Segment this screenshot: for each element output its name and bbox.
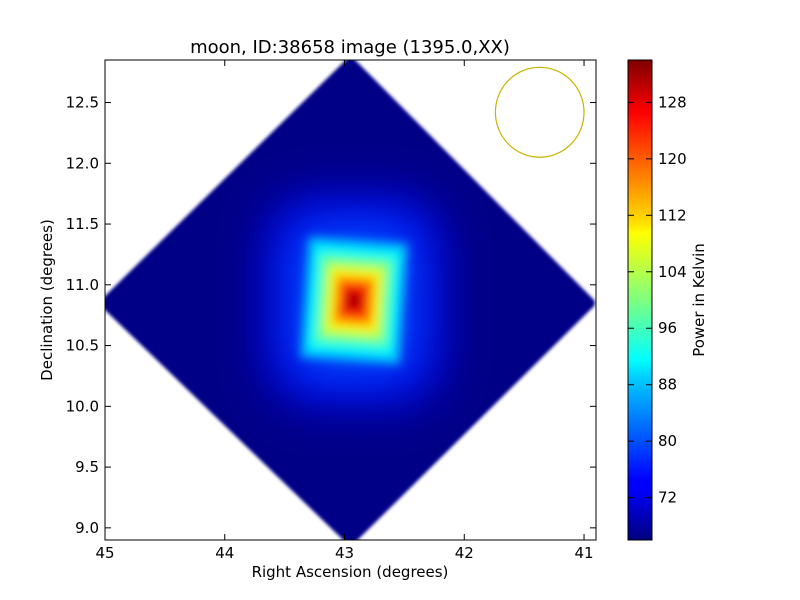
- x-tick-label: 42: [455, 544, 474, 562]
- x-tick-label: 45: [95, 544, 114, 562]
- plot-area: [105, 60, 596, 540]
- colorbar-label: Power in Kelvin: [690, 243, 708, 357]
- colorbar-tick-label: 72: [658, 489, 677, 507]
- y-tick-label: 9.5: [75, 458, 99, 476]
- y-tick-label: 10.0: [66, 397, 99, 415]
- x-axis: 45 44 43 42 41: [95, 60, 594, 562]
- colorbar-bar: [627, 59, 653, 541]
- colorbar-tick-label: 80: [658, 432, 677, 450]
- x-tick-label: 43: [335, 544, 354, 562]
- source-layer: [267, 197, 441, 404]
- colorbar-ticks: 72 80 88 96 104 112 120 128: [628, 93, 687, 507]
- beam-circle: [494, 66, 585, 158]
- plot-frame: [104, 59, 597, 541]
- colorbar-tick-label: 88: [658, 376, 677, 394]
- source-core: [300, 236, 409, 365]
- y-axis: 9.0 9.5 10.0 10.5 11.0 11.5 12.0 12.5: [66, 94, 596, 537]
- y-tick-label: 10.5: [66, 337, 99, 355]
- x-axis-label: Right Ascension (degrees): [252, 563, 449, 581]
- colorbar: 72 80 88 96 104 112 120 128 Power in Kelvin: [627, 59, 708, 541]
- y-axis-label: Declination (degrees): [38, 219, 56, 381]
- y-tick-label: 12.5: [66, 94, 99, 112]
- source-level: [348, 293, 361, 308]
- colorbar-tick-label: 112: [658, 206, 687, 224]
- x-tick-label: 41: [574, 544, 593, 562]
- colorbar-tick-label: 120: [658, 150, 687, 168]
- y-tick-label: 11.0: [66, 276, 99, 294]
- colorbar-tick-label: 96: [658, 319, 677, 337]
- y-tick-label: 11.5: [66, 215, 99, 233]
- beam-layer: [494, 66, 585, 158]
- x-tick-label: 44: [215, 544, 234, 562]
- colorbar-tick-label: 128: [658, 93, 687, 111]
- colorbar-tick-label: 104: [658, 263, 687, 281]
- y-tick-label: 9.0: [75, 519, 99, 537]
- chart-title: moon, ID:38658 image (1395.0,XX): [190, 37, 510, 58]
- y-tick-label: 12.0: [66, 154, 99, 172]
